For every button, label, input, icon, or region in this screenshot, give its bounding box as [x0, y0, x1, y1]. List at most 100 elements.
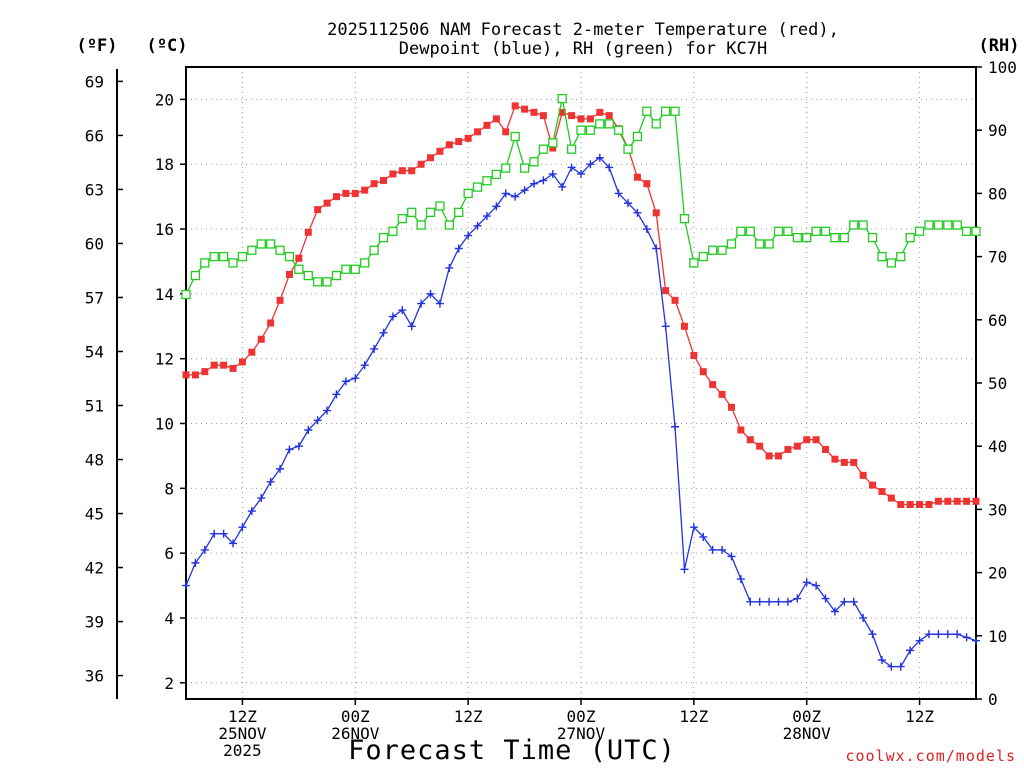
data-point [793, 442, 801, 450]
data-point [586, 115, 594, 123]
chart-grid [186, 67, 976, 699]
data-point [294, 264, 304, 274]
data-point [182, 581, 190, 590]
data-point [294, 442, 303, 451]
data-point [783, 226, 793, 236]
data-point [896, 251, 906, 262]
data-point [858, 220, 868, 230]
data-point [313, 416, 322, 425]
data-point [972, 636, 980, 645]
data-point [370, 344, 379, 353]
data-point [228, 258, 238, 268]
series-2 [181, 93, 981, 300]
data-point [417, 299, 426, 308]
data-point [642, 225, 651, 234]
data-point [925, 501, 933, 509]
data-point [718, 545, 727, 554]
data-point [425, 207, 436, 218]
rh-ticks: 0 10 20 30 40 50 60 70 80 90 100 [976, 58, 1017, 709]
data-point [519, 163, 530, 173]
data-point [558, 108, 566, 116]
data-point [557, 93, 567, 104]
data-point [840, 597, 849, 606]
data-point [737, 426, 745, 434]
data-point [708, 245, 718, 255]
fahrenheit-tick-label: 60 [85, 234, 104, 253]
data-point [491, 169, 502, 180]
series-layer [181, 93, 981, 671]
rh-tick-label: 30 [988, 500, 1007, 519]
celsius-tick-label: 20 [155, 90, 174, 109]
data-point [181, 289, 191, 300]
data-point [200, 258, 210, 268]
data-point [774, 597, 783, 606]
data-point [501, 163, 511, 173]
rh-tick-label: 10 [988, 627, 1007, 646]
data-point [850, 458, 858, 466]
data-point [322, 277, 332, 287]
data-point [849, 597, 858, 606]
fahrenheit-tick-label: 39 [85, 613, 104, 632]
data-point [445, 141, 453, 149]
data-point [361, 186, 369, 194]
data-point [303, 270, 313, 281]
data-point [869, 481, 877, 489]
data-point [698, 251, 708, 262]
data-point [934, 630, 943, 639]
data-point [689, 258, 699, 268]
data-point [934, 497, 942, 505]
data-point [586, 160, 595, 169]
data-point [614, 189, 623, 198]
celsius-tick-label: 10 [155, 415, 174, 434]
time-tick-label: 00Z [341, 707, 370, 726]
data-point [783, 597, 792, 606]
data-point [812, 581, 821, 590]
data-point [944, 497, 952, 505]
data-point [397, 214, 407, 224]
time-tick-label: 26NOV [331, 724, 380, 743]
data-point [548, 138, 558, 148]
celsius-tick-label: 8 [164, 479, 174, 498]
fahrenheit-tick-label: 36 [85, 667, 104, 686]
data-point [820, 226, 831, 236]
fahrenheit-tick-label: 66 [85, 126, 104, 145]
data-point [567, 163, 576, 172]
data-point [943, 630, 952, 639]
fahrenheit-tick-label: 69 [85, 72, 104, 91]
data-point [765, 597, 774, 606]
data-point [444, 220, 454, 230]
data-point [680, 322, 688, 330]
celsius-tick-label: 14 [155, 285, 174, 304]
data-point [613, 125, 624, 135]
data-point [501, 189, 510, 198]
data-point [210, 529, 219, 538]
data-point [802, 578, 811, 587]
data-point [736, 575, 745, 584]
data-point [914, 226, 925, 236]
celsius-tick-label: 4 [164, 609, 174, 628]
watermark: coolwx.com/models [845, 747, 1016, 765]
data-point [521, 105, 529, 113]
data-point [708, 545, 717, 554]
data-point [943, 220, 953, 230]
data-point [435, 201, 445, 211]
rh-tick-label: 80 [988, 184, 1007, 203]
data-point [726, 239, 737, 249]
data-point [454, 244, 463, 253]
data-point [388, 312, 397, 321]
time-tick-label: 27NOV [557, 724, 606, 743]
data-point [267, 319, 275, 327]
data-point [699, 368, 707, 376]
data-point [257, 335, 265, 343]
data-point [690, 351, 698, 359]
data-point [709, 381, 717, 389]
rh-unit-label: (RH) [979, 36, 1020, 56]
data-point [408, 167, 416, 175]
chart-title-line-1: 2025112506 NAM Forecast 2-meter Temperat… [327, 20, 839, 40]
fahrenheit-tick-label: 57 [85, 288, 104, 307]
data-point [632, 131, 643, 142]
data-point [756, 442, 764, 450]
time-tick-label: 00Z [792, 707, 821, 726]
data-point [803, 436, 811, 444]
data-point [388, 226, 398, 236]
